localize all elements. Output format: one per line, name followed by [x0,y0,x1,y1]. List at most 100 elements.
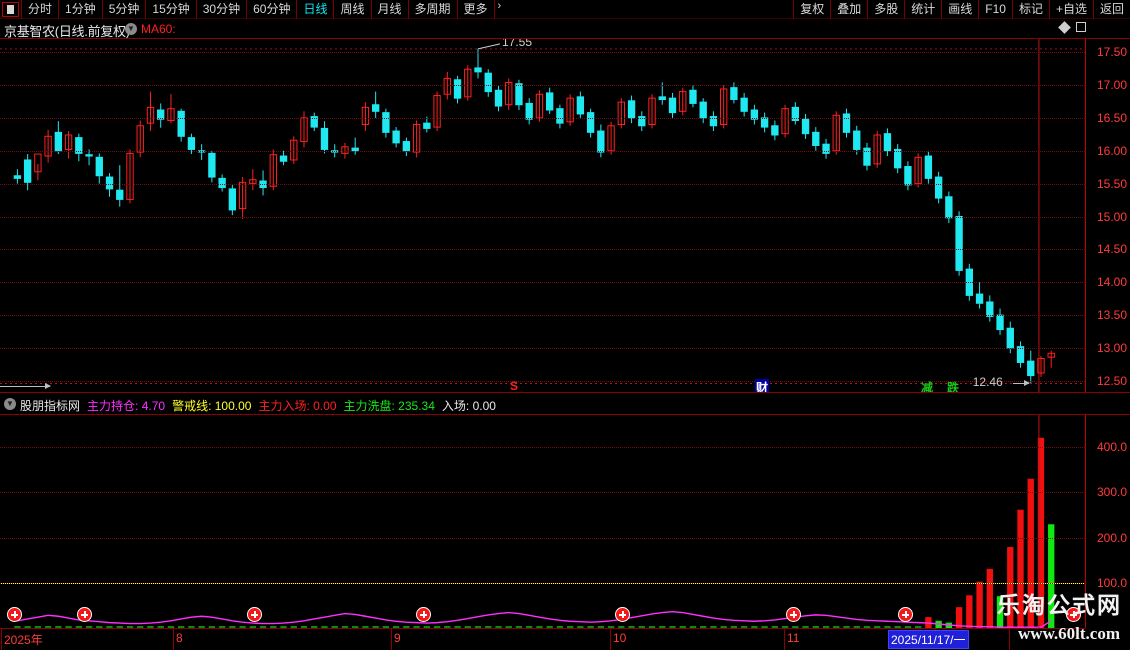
date-label-0: 2025年 [4,633,43,647]
price-axis: 17.50 17.00 16.50 16.00 15.50 15.00 14.50 14.00… [1085,38,1130,393]
diamond-icon[interactable] [1058,20,1071,34]
price-tick-2: 16.50 [1096,110,1127,125]
price-gridline-9 [0,347,1085,349]
entry-marker-1[interactable] [77,607,92,622]
date-label-4: 11 [787,631,800,645]
toolbar-action-5[interactable]: F10 [978,0,1013,19]
price-gridline-0 [0,52,1085,54]
date-separator-2 [391,629,392,650]
toolbar-action-1[interactable]: 叠加 [830,0,869,19]
indicator-field-2: 主力入场: 0.00 [258,397,336,414]
date-label-3: 10 [613,631,627,645]
price-chart-pane[interactable]: 17.55 12.46 S 财 减 跌 [0,38,1085,393]
volume-indicator-chart [0,415,1085,628]
price-gridline-7 [0,282,1085,284]
toolbar-action-0[interactable]: 复权 [793,0,832,19]
selected-date-label[interactable]: 2025/11/17/一 [888,630,969,649]
period-tab-7[interactable]: 周线 [333,0,372,19]
period-tab-0[interactable]: 分时 [21,0,60,19]
toolbar-action-3[interactable]: 统计 [904,0,943,19]
date-separator-1 [173,629,174,650]
signal-mark-2: 减 [921,381,934,393]
header-icons [1058,20,1086,34]
entry-marker-0[interactable] [7,607,22,622]
entry-marker-3[interactable] [416,607,431,622]
price-gridline-4 [0,183,1085,185]
signal-mark-0: S [510,379,519,393]
period-tab-2[interactable]: 5分钟 [101,0,147,19]
stock-header: 京基智农(日线.前复权) ▼ MA60: [0,19,1130,39]
toolbar-action-7[interactable]: +自选 [1048,0,1094,19]
period-tab-1[interactable]: 1分钟 [58,0,103,19]
indicator-field-key-2: 主力入场: [258,399,310,413]
indicator-field-key-4: 入场: [441,399,470,413]
indicator-name: 股朋指标网 [20,399,81,413]
more-chevron-icon[interactable]: › [497,0,502,12]
indicator-field-value-4: 0.00 [469,399,496,413]
price-gridline-10 [0,380,1085,382]
price-gridline-2 [0,117,1085,119]
indicator-gridline-1 [0,492,1085,494]
period-tab-8[interactable]: 月线 [370,0,409,19]
low-arrow-icon [1012,380,1030,387]
price-tick-9: 13.00 [1096,340,1127,355]
indicator-tick-2: 200.0 [1096,530,1127,545]
entry-marker-4[interactable] [615,607,630,622]
period-tab-9[interactable]: 多周期 [407,0,458,19]
indicator-axis: 400.0 300.0 200.0 100.0 [1085,414,1130,628]
indicator-legend: 股朋指标网 主力持仓: 4.70 警戒线: 100.00 主力入场: 0.00 主力洗… [20,397,496,414]
signal-mark-1: 财 [755,379,770,392]
price-gridline-5 [0,216,1085,218]
chevron-down-icon[interactable]: ▼ [125,23,137,35]
indicator-tick-1: 300.0 [1096,485,1127,500]
box-icon[interactable] [1076,22,1086,32]
indicator-field-0: 主力持仓: 4.70 [87,397,165,414]
toolbar-actions: 复权 叠加 多股 统计 画线 F10 标记 +自选 返回 [793,0,1130,19]
date-separator-0 [1,629,2,650]
indicator-tick-3: 100.0 [1096,576,1127,591]
price-gridline-6 [0,249,1085,251]
indicator-field-value-1: 100.00 [211,399,252,413]
entry-marker-5[interactable] [786,607,801,622]
entry-marker-7[interactable] [1066,607,1081,622]
date-separator-4 [784,629,785,650]
price-tick-1: 17.00 [1096,78,1127,93]
indicator-tick-0: 400.0 [1096,439,1127,454]
indicator-field-value-3: 235.34 [394,399,435,413]
low-price-annotation: 12.46 [972,375,1003,390]
toolbar-action-4[interactable]: 画线 [941,0,980,19]
period-tabs: 分时 1分钟 5分钟 15分钟 30分钟 60分钟 日线 周线 月线 多周期 更多 › [0,0,505,19]
indicator-gridline-3 [0,583,1085,585]
toolbar-action-6[interactable]: 标记 [1011,0,1050,19]
price-tick-5: 15.00 [1096,209,1127,224]
indicator-field-3: 主力洗盘: 235.34 [344,397,435,414]
toolbar-action-8[interactable]: 返回 [1092,0,1130,19]
period-tab-3[interactable]: 15分钟 [145,0,197,19]
layout-toggle-icon[interactable] [2,2,19,17]
indicator-chart-pane[interactable]: 股朋指标HTTP://WWW.ZBGS3.COM [0,414,1085,628]
left-arrow-icon [0,383,51,389]
price-tick-6: 14.50 [1096,242,1127,257]
indicator-gridline-0 [0,446,1085,448]
entry-marker-6[interactable] [898,607,913,622]
indicator-field-4: 入场: 0.00 [442,397,496,414]
period-tab-10[interactable]: 更多 [456,0,495,19]
indicator-field-1: 警戒线: 100.00 [172,397,251,414]
price-tick-4: 15.50 [1096,176,1127,191]
url-watermark: www.60lt.com [1018,624,1120,643]
entry-marker-2[interactable] [247,607,262,622]
period-tab-4[interactable]: 30分钟 [195,0,248,19]
price-gridline-8 [0,315,1085,317]
price-gridline-3 [0,150,1085,152]
toolbar-action-2[interactable]: 多股 [867,0,906,19]
price-gridline-1 [0,85,1085,87]
price-tick-3: 16.00 [1096,143,1127,158]
indicator-chevron-down-icon[interactable]: ▼ [4,398,16,410]
period-tab-5[interactable]: 60分钟 [246,0,298,19]
indicator-field-value-0: 4.70 [138,399,166,413]
date-separator-last [1009,629,1010,650]
period-tab-6[interactable]: 日线 [296,0,335,19]
stock-title: 京基智农(日线.前复权) [4,24,130,39]
price-tick-10: 12.50 [1096,373,1127,388]
price-tick-0: 17.50 [1096,45,1127,60]
